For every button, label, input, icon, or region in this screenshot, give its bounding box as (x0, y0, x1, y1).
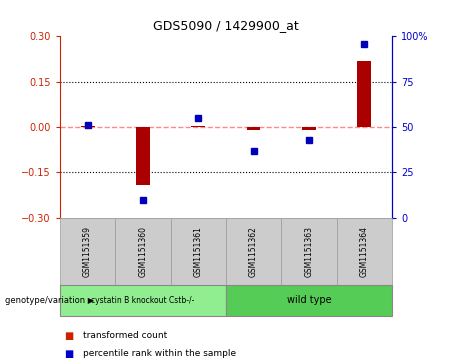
Bar (191, 126, 205, 127)
Text: GSM1151363: GSM1151363 (304, 226, 313, 277)
Text: GSM1151361: GSM1151361 (194, 226, 203, 277)
Text: ■: ■ (65, 331, 74, 341)
Bar (357, 61, 371, 127)
Text: GSM1151359: GSM1151359 (83, 226, 92, 277)
Text: GSM1151362: GSM1151362 (249, 226, 258, 277)
Bar (247, 127, 260, 130)
Text: GSM1151360: GSM1151360 (138, 226, 148, 277)
Text: cystatin B knockout Cstb-/-: cystatin B knockout Cstb-/- (91, 296, 195, 305)
Title: GDS5090 / 1429900_at: GDS5090 / 1429900_at (153, 19, 299, 32)
Text: ■: ■ (65, 349, 74, 359)
Bar (136, 127, 150, 184)
Text: genotype/variation ▶: genotype/variation ▶ (5, 296, 94, 305)
Text: transformed count: transformed count (83, 331, 167, 340)
Text: GSM1151364: GSM1151364 (360, 226, 369, 277)
Text: wild type: wild type (287, 295, 331, 305)
Bar (81, 126, 95, 127)
Bar (302, 127, 316, 130)
Text: percentile rank within the sample: percentile rank within the sample (83, 350, 236, 358)
